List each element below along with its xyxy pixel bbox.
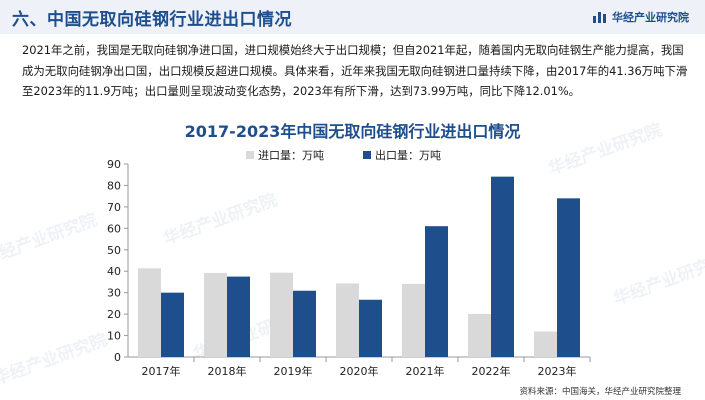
bar-import (204, 272, 227, 357)
bar-export (161, 292, 184, 357)
brand-name: 华经产业研究院 (612, 11, 689, 24)
y-tick-label: 20 (107, 308, 121, 321)
x-tick-label: 2018年 (208, 364, 247, 378)
header-bar (0, 0, 705, 34)
legend-label-import: 进口量：万吨 (258, 149, 324, 162)
y-tick-label: 90 (107, 158, 121, 171)
y-tick-label: 10 (107, 330, 121, 343)
y-tick-label: 40 (107, 265, 121, 278)
source-note: 资料来源：中国海关，华经产业研究院整理 (519, 387, 681, 397)
bar-export (293, 290, 316, 357)
x-tick-label: 2019年 (274, 364, 313, 378)
x-tick-label: 2021年 (406, 364, 445, 378)
bar-import (270, 272, 293, 357)
y-tick-label: 80 (107, 179, 121, 192)
legend-swatch-import (246, 151, 254, 159)
bar-export (359, 299, 382, 357)
x-tick-label: 2023年 (538, 364, 577, 378)
y-tick-label: 0 (114, 351, 121, 364)
brand-logo-icon (593, 11, 606, 23)
x-tick-label: 2017年 (142, 364, 181, 378)
bar-import (138, 268, 161, 357)
x-tick-label: 2022年 (472, 364, 511, 378)
chart-title: 2017-2023年中国无取向硅钢行业进出口情况 (184, 122, 521, 141)
x-tick-label: 2020年 (340, 364, 379, 378)
legend-swatch-export (363, 151, 371, 159)
bar-export (557, 198, 580, 357)
brand-logo: 华经产业研究院 (593, 9, 689, 25)
bar-export (227, 276, 250, 357)
intro-paragraph: 2021年之前，我国是无取向硅钢净进口国，进口规模始终大于出口规模；但自2021… (22, 43, 688, 98)
bar-import (402, 283, 425, 357)
bar-export (425, 226, 448, 357)
bar-import (534, 331, 557, 357)
section-title: 六、中国无取向硅钢行业进出口情况 (12, 10, 292, 30)
bar-import (468, 313, 491, 357)
y-tick-label: 70 (107, 201, 121, 214)
bar-export (491, 176, 514, 357)
bar-import (336, 283, 359, 357)
legend-label-export: 出口量：万吨 (375, 148, 441, 162)
y-tick-label: 60 (107, 222, 121, 235)
y-tick-label: 50 (107, 244, 121, 257)
y-tick-label: 30 (107, 287, 121, 300)
